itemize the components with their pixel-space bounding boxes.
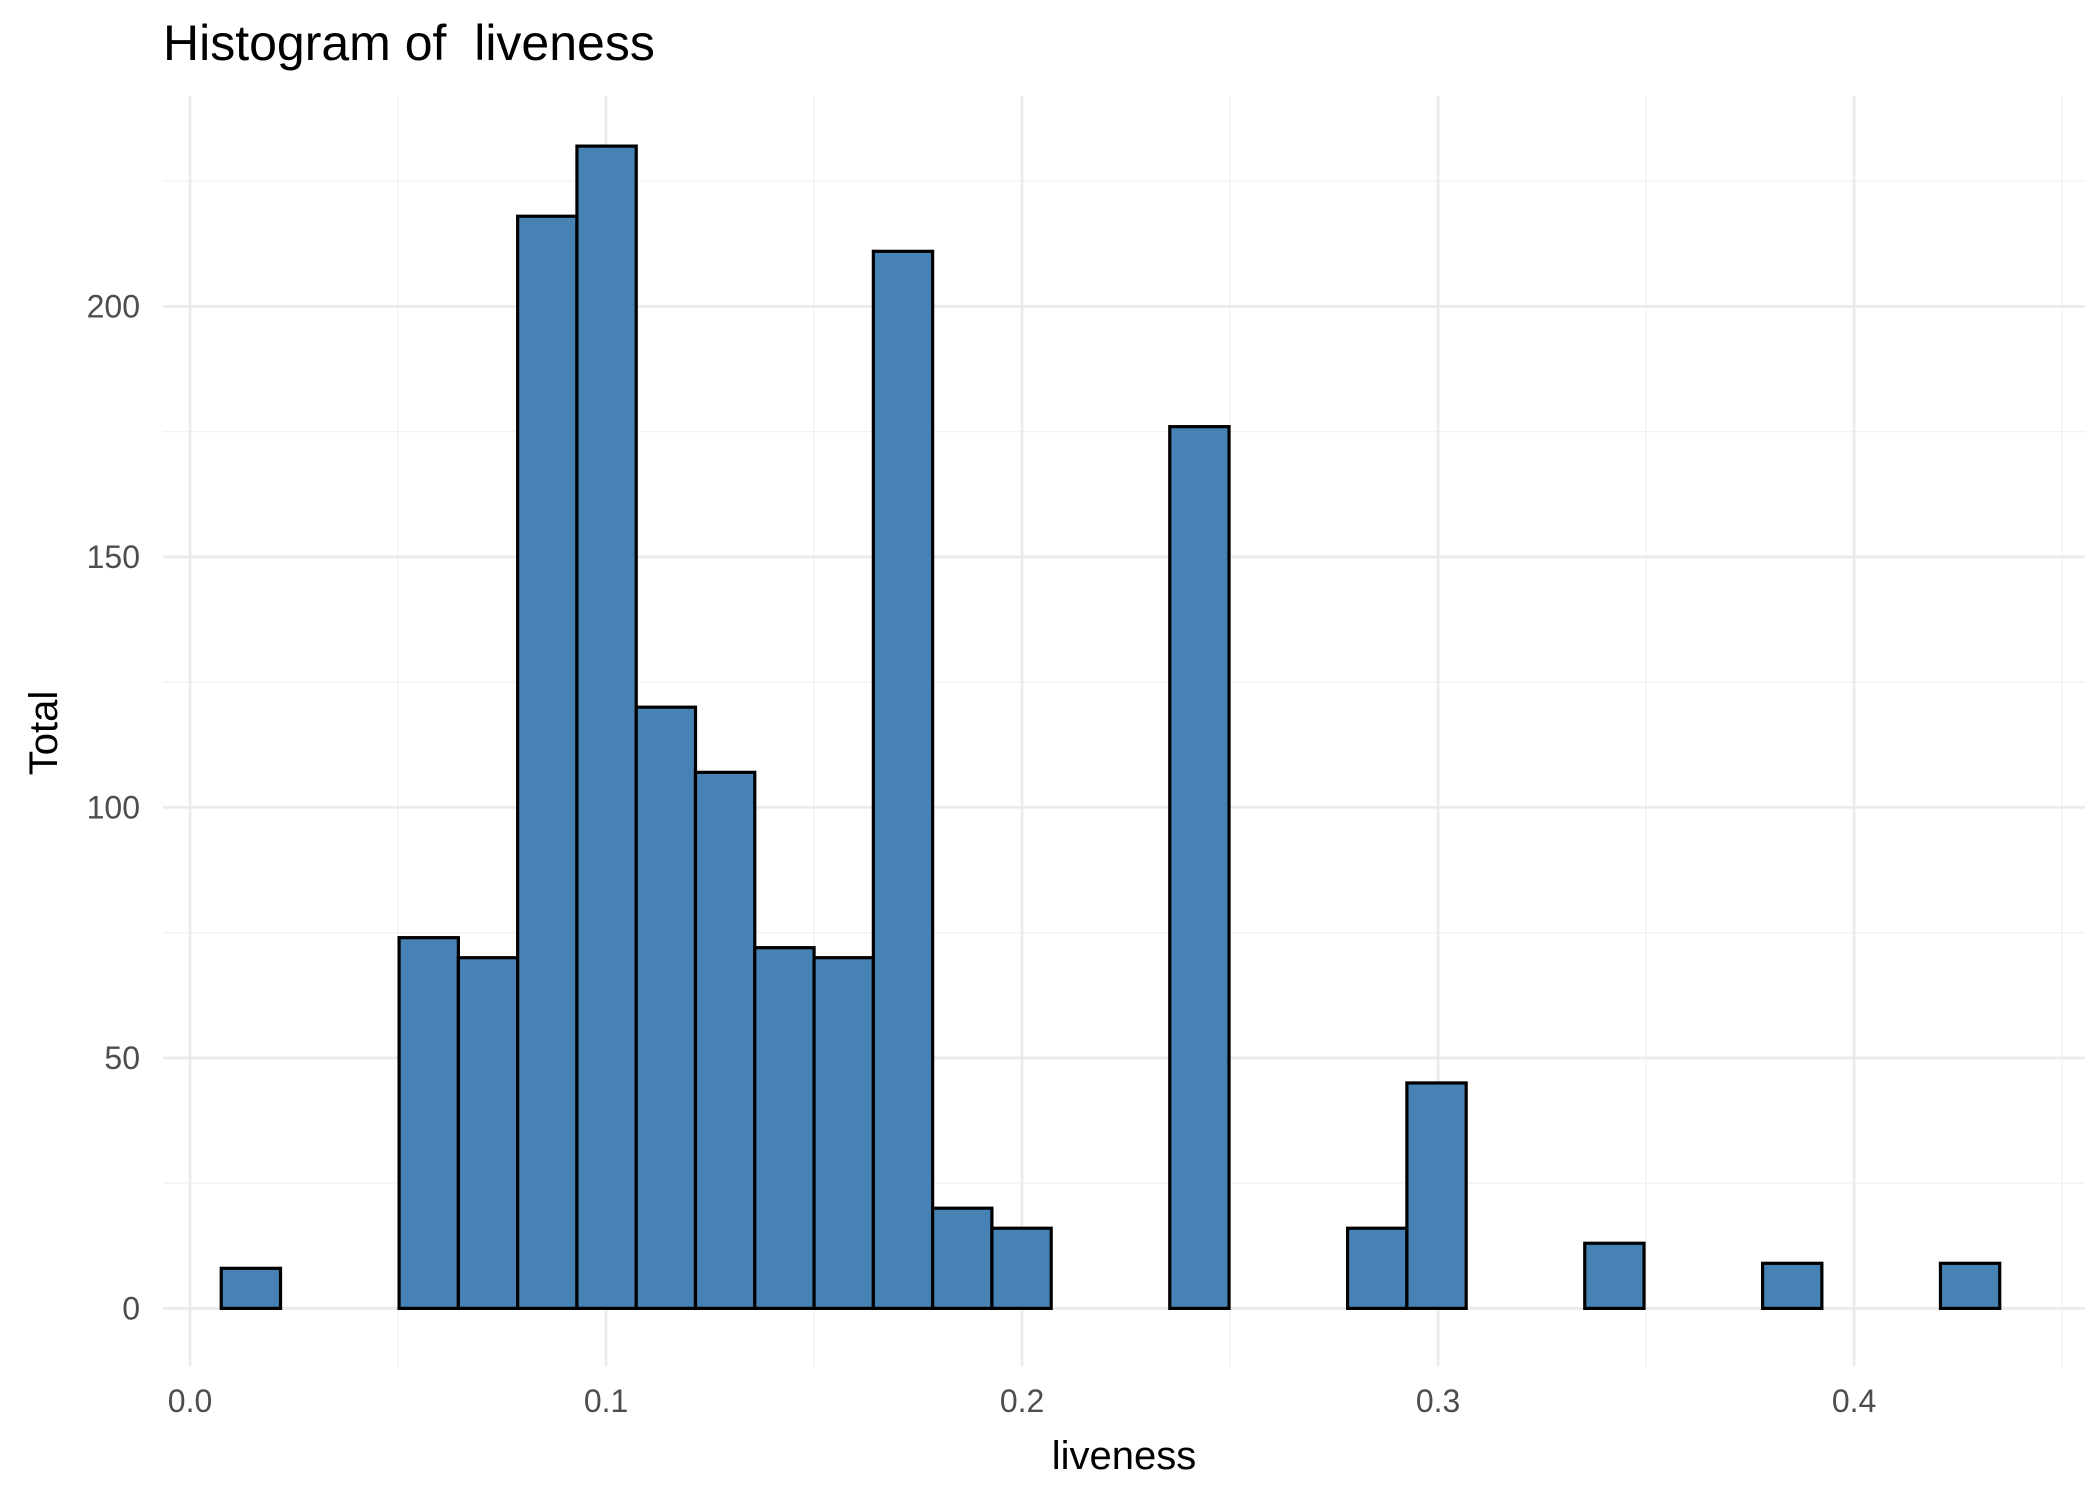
- x-tick-label: 0.3: [1416, 1383, 1460, 1419]
- histogram-bar-23: [1583, 1241, 1646, 1310]
- histogram-bar-13: [990, 1226, 1053, 1310]
- histogram-bar-19: [1346, 1226, 1409, 1310]
- y-axis-title: Total: [22, 691, 66, 776]
- x-tick-label: 0.4: [1832, 1383, 1876, 1419]
- bars-layer: [219, 144, 2002, 1310]
- histogram-bar-10: [812, 956, 875, 1310]
- y-tick-label: 200: [87, 288, 140, 324]
- histogram-bar-4: [456, 956, 520, 1310]
- y-tick-label: 0: [122, 1290, 140, 1326]
- x-axis-title: liveness: [1052, 1434, 1197, 1478]
- histogram-bar-7: [634, 705, 698, 1310]
- y-tick-label: 100: [87, 789, 140, 825]
- chart-title: Histogram of liveness: [163, 15, 655, 71]
- x-tick-label: 0.0: [168, 1383, 212, 1419]
- histogram-bar-5: [516, 214, 579, 1310]
- histogram-bar-26: [1760, 1261, 1824, 1310]
- histogram-bar-3: [397, 936, 460, 1310]
- histogram-bar-8: [693, 770, 757, 1310]
- histogram-bar-11: [871, 249, 935, 1310]
- histogram-bar-0: [219, 1266, 283, 1310]
- x-tick-label: 0.2: [1000, 1383, 1044, 1419]
- histogram-bar-6: [575, 144, 638, 1310]
- histogram-bar-29: [1938, 1261, 2002, 1310]
- histogram-bar-20: [1405, 1081, 1468, 1310]
- histogram-bar-9: [753, 946, 816, 1310]
- x-tick-label: 0.1: [584, 1383, 628, 1419]
- y-tick-label: 50: [104, 1040, 140, 1076]
- y-tick-label: 150: [87, 539, 140, 575]
- histogram-bar-12: [931, 1206, 994, 1310]
- histogram-bar-16: [1168, 425, 1231, 1310]
- ticks-layer: 0.0 0.1 0.2 0.3 0.4 0 50 100 150 200: [87, 288, 1877, 1419]
